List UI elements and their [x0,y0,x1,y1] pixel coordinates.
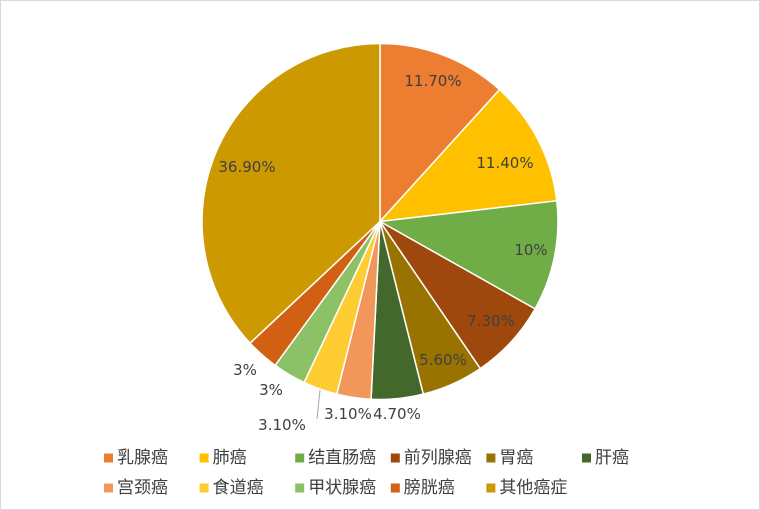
legend-label-5: 胃癌 [499,448,533,468]
legend-label-3: 结直肠癌 [308,448,376,468]
data-label-3: 10% [514,241,547,259]
data-label-6: 4.70% [373,405,421,423]
pie-slice-11 [201,42,381,344]
legend-item-6: 肝癌 [582,448,629,468]
data-label-5: 5.60% [419,351,467,369]
legend-label-7: 宫颈癌 [117,478,168,498]
pie-slice-3 [379,200,559,310]
legend-item-9: 甲状腺癌 [295,478,376,498]
legend-label-6: 肝癌 [595,448,629,468]
legend-item-1: 乳腺癌 [104,448,168,468]
legend-item-10: 膀胱癌 [390,478,455,498]
legend-item-5: 胃癌 [486,448,533,468]
data-label-2: 11.40% [476,154,533,172]
data-label-9: 3% [259,381,283,399]
data-label-4: 7.30% [467,312,515,330]
data-label-10: 3% [233,361,257,379]
legend-swatch-4 [390,453,400,463]
legend-swatch-7 [104,483,113,493]
pie-slices [201,42,559,401]
pie-slice-1 [379,42,501,223]
legend-label-4: 前列腺癌 [404,448,472,468]
legend-item-7: 宫颈癌 [104,478,168,498]
legend-swatch-2 [199,453,209,463]
legend-item-8: 食道癌 [199,478,264,498]
data-label-7: 3.10% [324,405,372,423]
legend-label-10: 膀胱癌 [404,478,455,498]
legend-label-9: 甲状腺癌 [308,478,376,498]
legend-label-11: 其他癌症 [499,478,567,498]
data-label-1: 11.70% [404,72,461,90]
data-label-11: 36.90% [218,158,275,176]
legend-swatch-5 [486,453,496,463]
legend-item-3: 结直肠癌 [295,448,376,468]
legend-swatch-8 [199,483,209,493]
data-labels: 11.70%11.40%10%7.30%5.60%4.70%3.10%3.10%… [218,72,547,434]
legend-item-4: 前列腺癌 [390,448,472,468]
legend-label-2: 肺癌 [213,448,247,468]
data-label-8: 3.10% [258,416,306,434]
legend-swatch-1 [104,453,113,463]
leader-line-8 [316,389,321,420]
legend-item-11: 其他癌症 [486,478,567,498]
legend-swatch-9 [295,483,305,493]
pie-slice-2 [379,88,558,223]
legend-swatch-10 [390,483,400,493]
legend-label-1: 乳腺癌 [117,448,168,468]
legend-swatch-11 [486,483,496,493]
legend-swatch-6 [582,453,591,463]
leader-lines [316,389,321,420]
legend-swatch-3 [295,453,305,463]
legend-label-8: 食道癌 [213,478,264,498]
legend-item-2: 肺癌 [199,448,247,468]
